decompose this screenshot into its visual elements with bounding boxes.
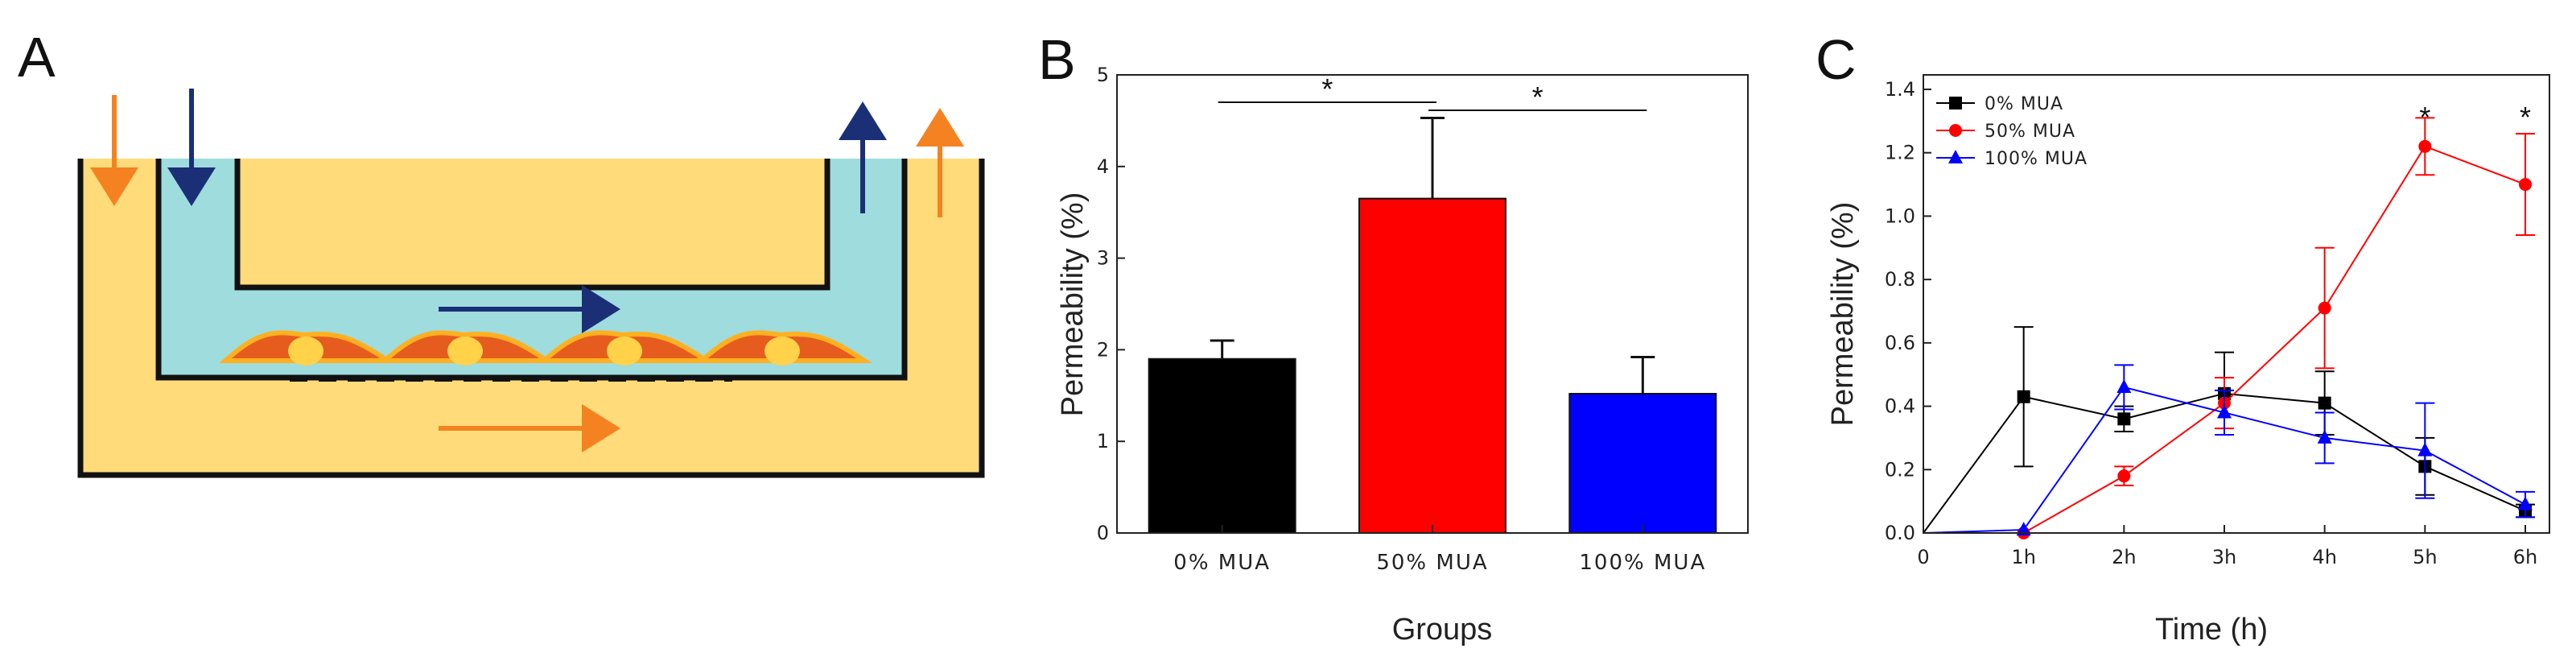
triangle-marker: [2217, 404, 2232, 419]
triangle-marker: [2417, 442, 2433, 457]
circle-marker: [1949, 124, 1962, 137]
y-tick-label: 5: [1097, 64, 1109, 86]
category-label: 50% MUA: [1376, 551, 1488, 575]
panel-b-bar-chart: B Permeability (%) Groups 0 1 2 3 4 5 0% MUA 5…: [1038, 28, 1749, 647]
x-tick-label: 5h: [2413, 546, 2437, 568]
legend-label: 50% MUA: [1985, 122, 2075, 142]
y-tick-label: 0.8: [1885, 268, 1915, 291]
y-tick-label: 1.4: [1885, 78, 1915, 101]
triangle-marker: [2518, 496, 2533, 510]
y-tick-label: 2: [1097, 338, 1109, 361]
cell: [538, 330, 715, 366]
panel-b-y-axis-title: Permeability (%): [1056, 192, 1090, 417]
panel-c-y-axis-title: Permeability (%): [1826, 202, 1860, 427]
cell: [378, 330, 555, 366]
x-tick-label: 4h: [2312, 546, 2336, 568]
y-tick-label: 0: [1097, 522, 1109, 544]
x-tick-label: 6h: [2513, 546, 2537, 568]
cell: [219, 330, 396, 366]
bar: [1358, 197, 1506, 534]
significance-star: *: [2419, 101, 2430, 134]
y-tick-label: 0.2: [1885, 458, 1915, 481]
square-marker: [1949, 97, 1962, 109]
significance-star: *: [1321, 72, 1333, 105]
x-tick-label: 2h: [2112, 546, 2136, 568]
bar: [1148, 357, 1296, 534]
panel-b-plot-frame: [1116, 74, 1749, 534]
significance-star: *: [2520, 101, 2531, 134]
x-tick-label: 1h: [2011, 546, 2035, 568]
insert-wall-inner: [234, 159, 831, 291]
cell-monolayer: [219, 330, 872, 366]
y-tick-label: 0.0: [1885, 522, 1915, 544]
triangle-marker: [1948, 150, 1963, 163]
y-tick-label: 4: [1097, 155, 1109, 178]
y-tick-label: 0.4: [1885, 395, 1915, 418]
circle-marker: [2519, 178, 2532, 192]
insert-medium: [159, 159, 905, 378]
x-tick-label: 0: [1917, 546, 1929, 568]
series-0-mua: [1923, 326, 2535, 534]
x-tick-label: 3h: [2212, 546, 2236, 568]
panel-c-plot-frame: [1923, 74, 2550, 534]
significance-star: *: [1532, 81, 1544, 114]
legend-label: 0% MUA: [1985, 94, 2063, 114]
bar: [1568, 393, 1717, 534]
category-label: 100% MUA: [1579, 551, 1706, 575]
y-tick-label: 0.6: [1885, 332, 1915, 354]
panel-b-label: B: [1038, 28, 1076, 91]
panel-b-x-axis-title: Groups: [1392, 613, 1493, 647]
series-100-mua: [1923, 364, 2535, 536]
y-tick-label: 1: [1097, 430, 1109, 452]
triangle-marker: [2016, 522, 2031, 536]
circle-marker: [2117, 469, 2131, 483]
y-tick-label: 3: [1097, 247, 1109, 270]
panel-a-schematic: A: [18, 26, 985, 478]
square-marker: [2117, 412, 2131, 426]
panel-c-label: C: [1816, 28, 1857, 91]
cell: [695, 330, 872, 366]
circle-marker: [2318, 301, 2331, 315]
panel-c-x-axis-title: Time (h): [2155, 613, 2268, 647]
series-line: [1923, 145, 2526, 534]
square-marker: [2017, 390, 2030, 403]
panel-a-label: A: [18, 26, 56, 89]
triangle-marker: [2317, 429, 2332, 444]
y-tick-label: 1.0: [1885, 204, 1915, 227]
panel-c-legend: 0% MUA 50% MUA 100% MUA: [1936, 94, 2088, 169]
circle-marker: [2418, 139, 2432, 153]
series-50-mua: [1923, 117, 2535, 539]
outer-well-wall: [77, 159, 985, 478]
legend-label: 100% MUA: [1985, 149, 2088, 169]
square-marker: [2318, 396, 2331, 410]
category-label: 0% MUA: [1173, 551, 1271, 575]
triangle-marker: [2116, 378, 2132, 393]
y-tick-label: 1.2: [1885, 142, 1915, 164]
panel-c-line-chart: C Permeability (%) Time (h) 0.0 0.2 0.4 0.6…: [1816, 28, 2550, 647]
